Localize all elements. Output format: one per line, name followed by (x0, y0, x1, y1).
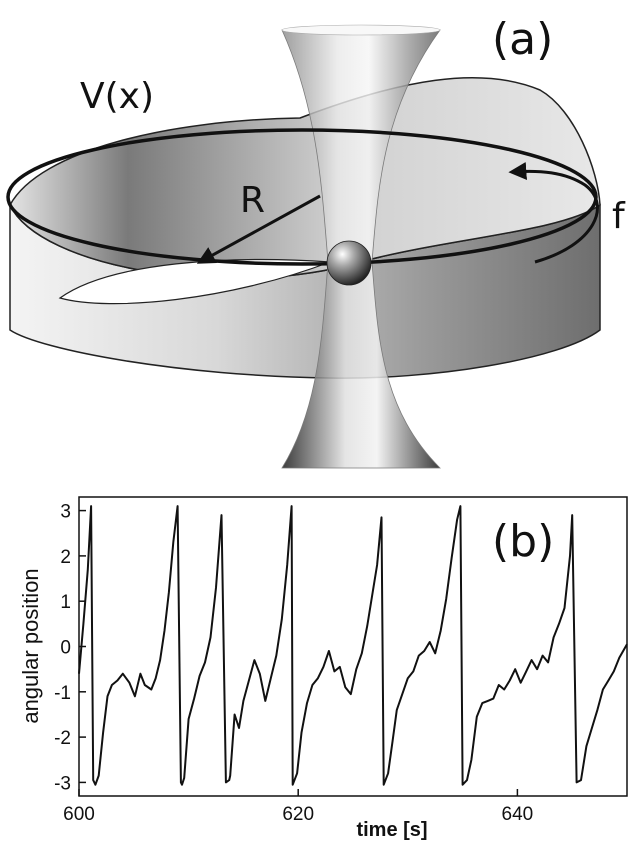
angular-position-line (78, 505, 628, 786)
force-label: f (612, 196, 626, 237)
x-axis-ticks: 600 620 640 (63, 789, 533, 825)
radius-label: R (240, 180, 265, 221)
laser-beam-lower (281, 261, 441, 469)
force-arrow (508, 161, 599, 264)
y-tick-label: 1 (60, 592, 71, 613)
y-axis-title: angular position (18, 568, 43, 723)
radius-arrow (196, 194, 321, 264)
y-tick-label: -3 (54, 773, 71, 794)
trapped-particle (326, 240, 372, 286)
y-tick-label: 3 (60, 502, 71, 523)
x-tick-label: 620 (282, 804, 314, 825)
panel-b-label: (b) (492, 516, 554, 567)
y-axis-ticks: 3 2 1 0 -1 -2 -3 (54, 502, 86, 794)
potential-label: V(x) (80, 76, 154, 117)
angular-position-plot: 3 2 1 0 -1 -2 -3 600 620 640 (b) angular positio… (18, 496, 628, 841)
y-tick-label: -1 (54, 683, 71, 704)
laser-beam-top-face (281, 24, 441, 36)
x-axis-title: time [s] (356, 819, 427, 841)
y-tick-label: 2 (60, 547, 71, 568)
panel-a-label: (a) (492, 14, 553, 65)
panel-a-schematic: (a) V(x) R f (6, 14, 626, 469)
x-tick-label: 600 (63, 804, 95, 825)
x-tick-label: 640 (502, 804, 534, 825)
y-tick-label: 0 (60, 638, 71, 659)
y-tick-label: -2 (54, 728, 71, 749)
